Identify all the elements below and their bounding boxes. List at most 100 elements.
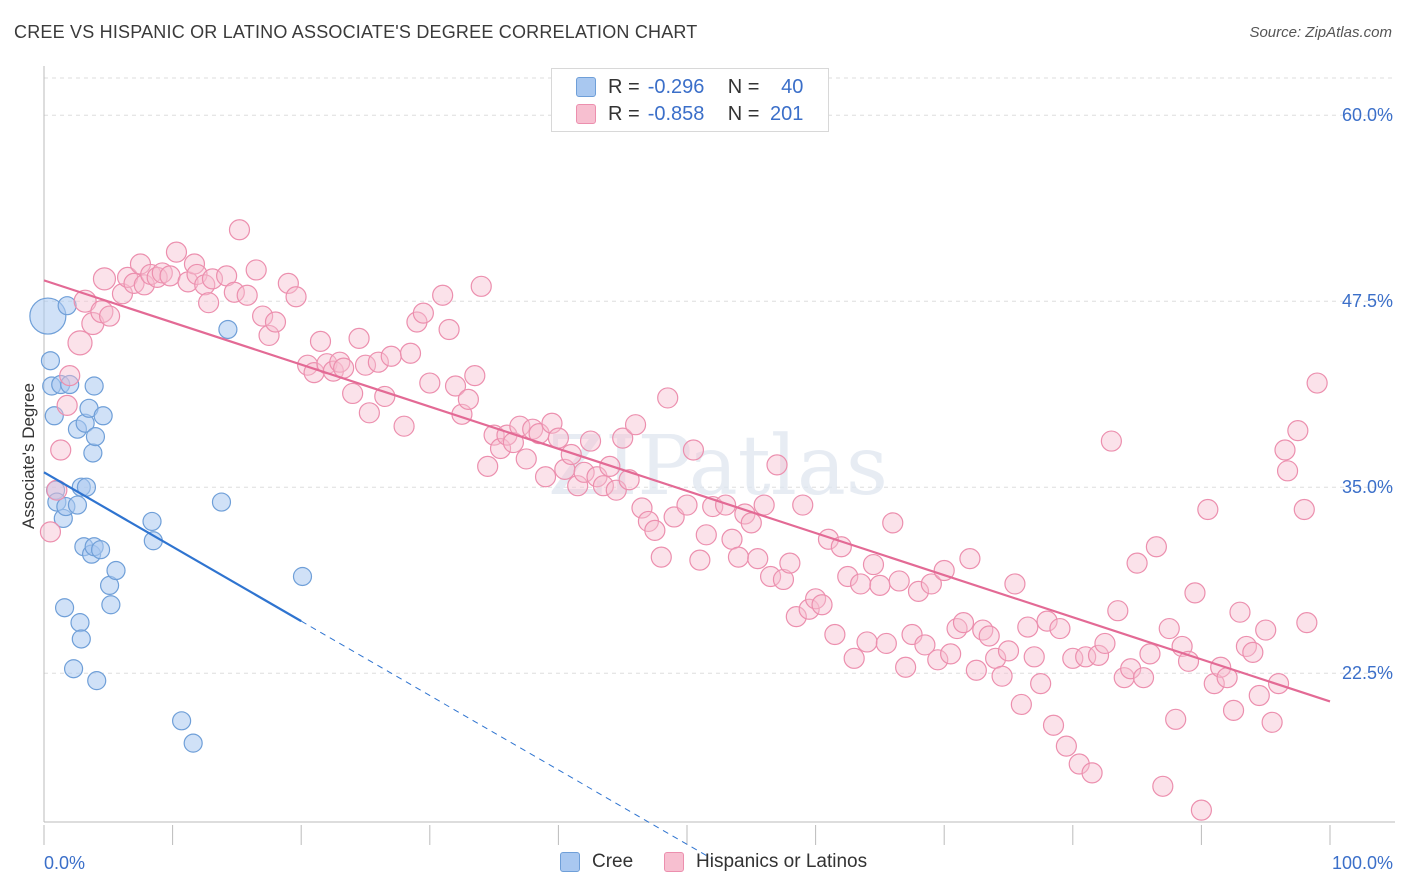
hispanic-point bbox=[952, 612, 975, 634]
hispanic-point bbox=[277, 272, 299, 294]
x-tick-label: 0.0% bbox=[44, 853, 85, 873]
hispanic-points bbox=[39, 219, 1328, 821]
hispanic-point bbox=[1132, 667, 1155, 689]
cree-points bbox=[29, 296, 313, 753]
hispanic-point bbox=[920, 573, 942, 595]
cree-point bbox=[54, 598, 75, 618]
hispanic-point bbox=[59, 365, 81, 387]
hispanic-point bbox=[882, 512, 904, 534]
hispanic-swatch bbox=[664, 852, 684, 872]
hispanic-point bbox=[1055, 735, 1077, 757]
hispanic-point bbox=[817, 528, 840, 550]
series-legend: Cree Hispanics or Latinos bbox=[0, 851, 1406, 879]
hispanic-point bbox=[875, 632, 897, 655]
hispanic-point bbox=[676, 494, 698, 516]
hispanic-point bbox=[348, 327, 370, 349]
n-label: N = bbox=[727, 75, 760, 98]
y-tick-label: 22.5% bbox=[1342, 663, 1393, 683]
n-value: 40 bbox=[781, 75, 804, 98]
cree-point bbox=[29, 297, 67, 335]
y-tick-label: 35.0% bbox=[1342, 477, 1393, 497]
trend-lines bbox=[43, 279, 1331, 860]
hispanic-point bbox=[1017, 616, 1039, 638]
hispanic-point bbox=[824, 623, 846, 646]
hispanic-point bbox=[1287, 420, 1309, 442]
hispanic-point bbox=[714, 494, 737, 516]
hispanic-point bbox=[1010, 693, 1032, 716]
n-value: 201 bbox=[770, 102, 804, 125]
hispanic-point bbox=[380, 345, 402, 367]
hispanic-point bbox=[895, 656, 917, 678]
hispanic-point bbox=[201, 268, 224, 290]
stats-row-cree: R = -0.296 N = 40 bbox=[576, 75, 803, 99]
r-value: -0.858 bbox=[647, 102, 705, 125]
hispanic-point bbox=[650, 546, 672, 568]
hispanic-point bbox=[432, 284, 454, 306]
hispanic-point bbox=[644, 519, 666, 541]
cree-swatch bbox=[560, 852, 580, 872]
hispanic-point bbox=[940, 643, 962, 665]
hispanic-point bbox=[236, 284, 258, 306]
hispanic-point bbox=[914, 634, 936, 656]
hispanic-point bbox=[933, 559, 955, 582]
hispanic-point bbox=[223, 281, 245, 303]
hispanic-point bbox=[477, 455, 499, 477]
hispanic-point bbox=[579, 430, 602, 452]
cree-point bbox=[292, 566, 313, 587]
hispanic-point bbox=[843, 647, 865, 669]
hispanic-point bbox=[592, 475, 615, 497]
hispanic-point bbox=[997, 640, 1020, 662]
cree-swatch bbox=[576, 77, 596, 97]
hispanic-point bbox=[358, 402, 380, 424]
hispanic-point bbox=[727, 546, 750, 568]
r-label: R = bbox=[608, 102, 640, 125]
legend-label-hispanic: Hispanics or Latinos bbox=[696, 851, 868, 872]
axes bbox=[43, 66, 1395, 845]
hispanic-point bbox=[1049, 617, 1071, 640]
hispanic-point bbox=[412, 302, 434, 324]
hispanic-point bbox=[560, 443, 582, 466]
hispanic-point bbox=[1126, 552, 1148, 574]
hispanic-point bbox=[888, 570, 910, 592]
hispanic-point bbox=[1036, 610, 1058, 632]
hispanic-point bbox=[1120, 658, 1142, 680]
hispanic-point bbox=[534, 466, 557, 488]
hispanic-point bbox=[798, 598, 820, 620]
hispanic-point bbox=[1087, 644, 1110, 666]
hispanic-point bbox=[1229, 601, 1251, 623]
y-tick-label: 47.5% bbox=[1342, 291, 1393, 311]
cree-point bbox=[218, 319, 238, 340]
hispanic-point bbox=[792, 494, 814, 516]
hispanic-point bbox=[98, 305, 121, 327]
cree-point bbox=[83, 443, 103, 463]
hispanic-point bbox=[1274, 439, 1296, 461]
hispanic-point bbox=[830, 536, 852, 558]
hispanic-point bbox=[252, 305, 274, 327]
legend-label-cree: Cree bbox=[592, 851, 634, 872]
hispanic-point bbox=[1276, 460, 1299, 482]
hispanic-point bbox=[747, 548, 769, 570]
r-value: -0.296 bbox=[647, 75, 705, 98]
hispanic-point bbox=[946, 617, 968, 640]
hispanic-point bbox=[612, 427, 634, 449]
hispanic-point bbox=[515, 448, 537, 470]
hispanic-point bbox=[573, 461, 595, 483]
r-label: R = bbox=[608, 75, 640, 98]
cree-point bbox=[106, 560, 126, 581]
hispanic-point bbox=[393, 415, 415, 437]
hispanic-point bbox=[766, 454, 788, 476]
hispanic-point bbox=[804, 588, 827, 610]
cree-point bbox=[60, 374, 80, 395]
cree-point bbox=[101, 595, 121, 615]
hispanic-point bbox=[1210, 656, 1232, 678]
hispanic-point bbox=[81, 311, 105, 336]
hispanic-point bbox=[470, 275, 492, 297]
hispanic-point bbox=[50, 439, 72, 461]
hispanic-point bbox=[1139, 643, 1161, 665]
hispanic-point bbox=[367, 351, 389, 373]
x-tick-label: 100.0% bbox=[1332, 853, 1393, 873]
cree-point bbox=[57, 296, 77, 316]
hispanic-point bbox=[1261, 711, 1283, 733]
hispanic-point bbox=[354, 354, 377, 376]
hispanic-point bbox=[1030, 673, 1052, 695]
